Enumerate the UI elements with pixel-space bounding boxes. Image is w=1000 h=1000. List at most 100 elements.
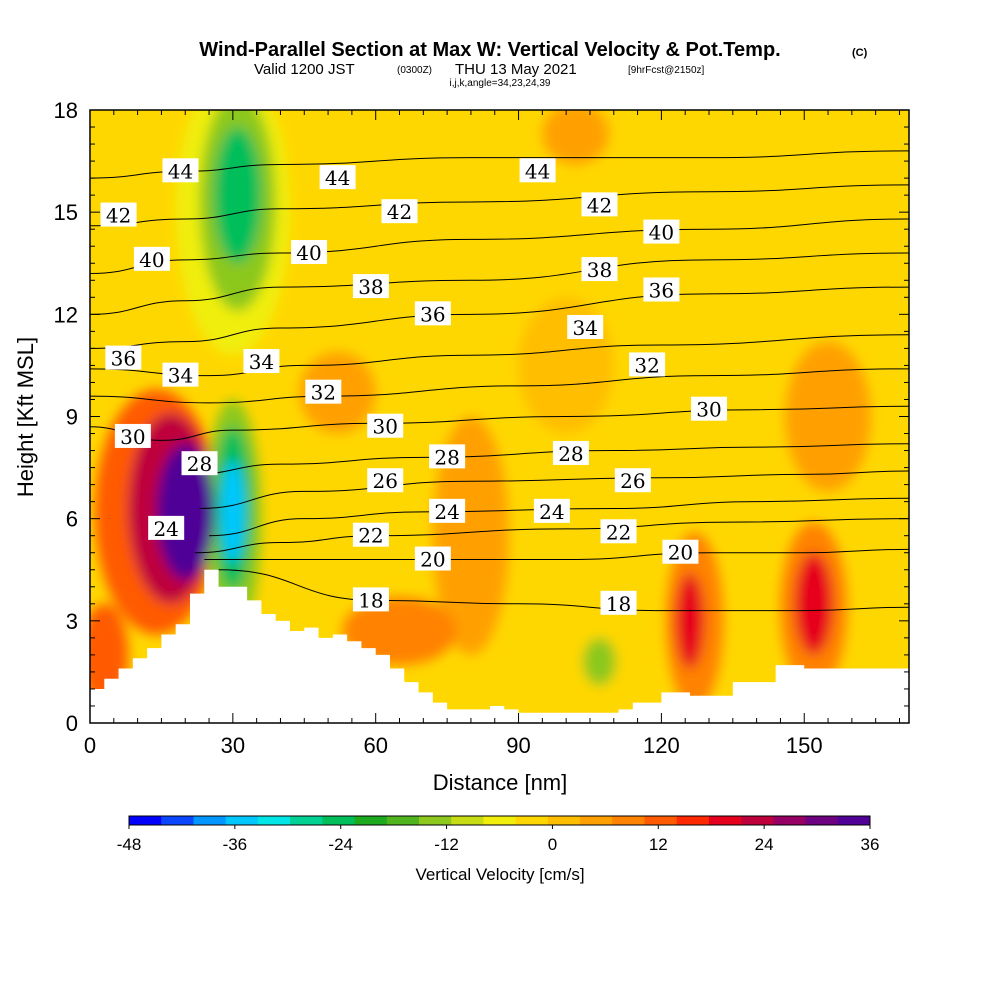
colorbar-tick-label: -12: [434, 835, 459, 854]
colorbar-swatch: [418, 816, 452, 825]
colorbar: -48 -36 -24 -12 0 12 24 36: [117, 815, 879, 854]
colorbar-swatch: [644, 816, 678, 825]
theta-contour-28: [189, 443, 909, 475]
colorbar-swatch: [676, 816, 710, 825]
theta-contour-32: [90, 368, 909, 404]
vv-cell-22: [582, 637, 617, 686]
svg-text:20: 20: [668, 541, 693, 565]
contour-label-34: 34: [162, 362, 199, 388]
svg-text:30: 30: [696, 398, 721, 422]
contour-label-22: 22: [352, 522, 389, 548]
svg-text:40: 40: [139, 248, 164, 272]
colorbar-tick-label: -24: [328, 835, 353, 854]
svg-text:38: 38: [358, 275, 383, 299]
contour-label-36: 36: [643, 277, 680, 302]
contour-label-34: 34: [243, 349, 280, 374]
contour-label-40: 40: [291, 240, 328, 265]
colorbar-tick-label: 0: [548, 835, 557, 854]
contour-label-42: 42: [381, 199, 418, 224]
theta-contour-26: [199, 470, 909, 509]
vv-cell-12: [213, 127, 262, 264]
contour-label-40: 40: [643, 219, 680, 245]
svg-text:42: 42: [106, 204, 131, 228]
svg-text:THU 13 May 2021: THU 13 May 2021: [455, 61, 577, 78]
colorbar-tick-label: 12: [649, 835, 668, 854]
chart-indices: i,j,k,angle=34,23,24,39: [450, 78, 551, 89]
vv-cell-13: [823, 110, 881, 216]
colorbar-tick-label: -48: [117, 835, 142, 854]
svg-text:28: 28: [558, 442, 583, 466]
colorbar-swatch: [451, 816, 484, 825]
colorbar-swatch: [837, 816, 871, 825]
contour-label-34: 34: [567, 314, 604, 340]
chart-title-suffix: (C): [852, 47, 868, 59]
svg-text:32: 32: [311, 381, 336, 405]
colorbar-swatch: [193, 816, 227, 825]
theta-contour-30: [90, 405, 909, 441]
svg-text:38: 38: [587, 258, 612, 282]
theta-contour-18: [218, 569, 909, 612]
colorbar-swatch: [290, 816, 323, 825]
svg-text:36: 36: [420, 302, 445, 326]
svg-text:24: 24: [539, 500, 564, 524]
svg-text:(0300Z): (0300Z): [397, 65, 432, 76]
contour-label-30: 30: [114, 423, 151, 449]
svg-text:44: 44: [525, 159, 550, 183]
svg-text:40: 40: [296, 241, 321, 265]
svg-text:Valid 1200 JST: Valid 1200 JST: [254, 61, 355, 78]
svg-text:18: 18: [358, 588, 383, 612]
chart-title: Wind-Parallel Section at Max W: Vertical…: [199, 39, 780, 61]
theta-contour-22: [194, 518, 909, 554]
y-axis-label: Height [Kft MSL]: [13, 337, 38, 497]
colorbar-swatch: [547, 816, 581, 825]
svg-text:28: 28: [434, 445, 459, 469]
contour-label-28: 28: [181, 451, 218, 476]
svg-text:40: 40: [649, 221, 674, 245]
chart-subtitle: Valid 1200 JST (0300Z) THU 13 May 2021 […: [254, 61, 705, 78]
contour-label-26: 26: [367, 468, 404, 493]
vv-cell-19: [794, 552, 833, 655]
contour-label-28: 28: [552, 440, 589, 466]
svg-text:26: 26: [372, 469, 397, 493]
terrain: [90, 569, 909, 723]
svg-text:30: 30: [372, 415, 397, 439]
vv-cell-7: [785, 341, 871, 492]
theta-contour-20: [204, 548, 909, 561]
svg-text:22: 22: [358, 524, 383, 548]
theta-contour-38: [90, 252, 909, 315]
x-tick-label: 90: [506, 733, 530, 758]
svg-text:20: 20: [420, 548, 445, 572]
contour-label-24: 24: [148, 515, 185, 541]
y-tick-label: 9: [66, 405, 78, 430]
y-tick-label: 18: [54, 98, 78, 123]
svg-text:36: 36: [111, 347, 136, 371]
y-tick-label: 3: [66, 609, 78, 634]
contour-label-36: 36: [414, 301, 451, 326]
colorbar-swatch: [483, 816, 517, 825]
colorbar-swatch: [580, 816, 613, 825]
svg-text:24: 24: [434, 500, 459, 524]
colorbar-tick-label: -36: [223, 835, 248, 854]
colorbar-swatch: [354, 816, 388, 825]
contour-label-44: 44: [519, 158, 556, 183]
svg-text:26: 26: [620, 469, 645, 493]
svg-text:36: 36: [649, 278, 674, 302]
colorbar-swatch: [322, 816, 356, 825]
vv-cell-10: [156, 443, 214, 580]
svg-text:42: 42: [387, 200, 412, 224]
svg-text:18: 18: [606, 592, 631, 616]
colorbar-title: Vertical Velocity [cm/s]: [415, 865, 584, 884]
contour-label-36: 36: [105, 345, 142, 371]
contour-label-32: 32: [629, 352, 666, 377]
svg-text:44: 44: [325, 166, 350, 190]
contour-label-42: 42: [100, 202, 137, 228]
svg-text:32: 32: [634, 353, 659, 377]
contour-label-38: 38: [352, 274, 389, 299]
contour-label-42: 42: [581, 192, 618, 217]
x-tick-label: 60: [363, 733, 387, 758]
colorbar-swatch: [805, 816, 839, 825]
contour-labels: 44 44 44 42 42 42 40 40 40 38 38 36 36 36 34 34 34 32 32 30…: [100, 158, 728, 616]
contour-label-20: 20: [662, 539, 699, 565]
